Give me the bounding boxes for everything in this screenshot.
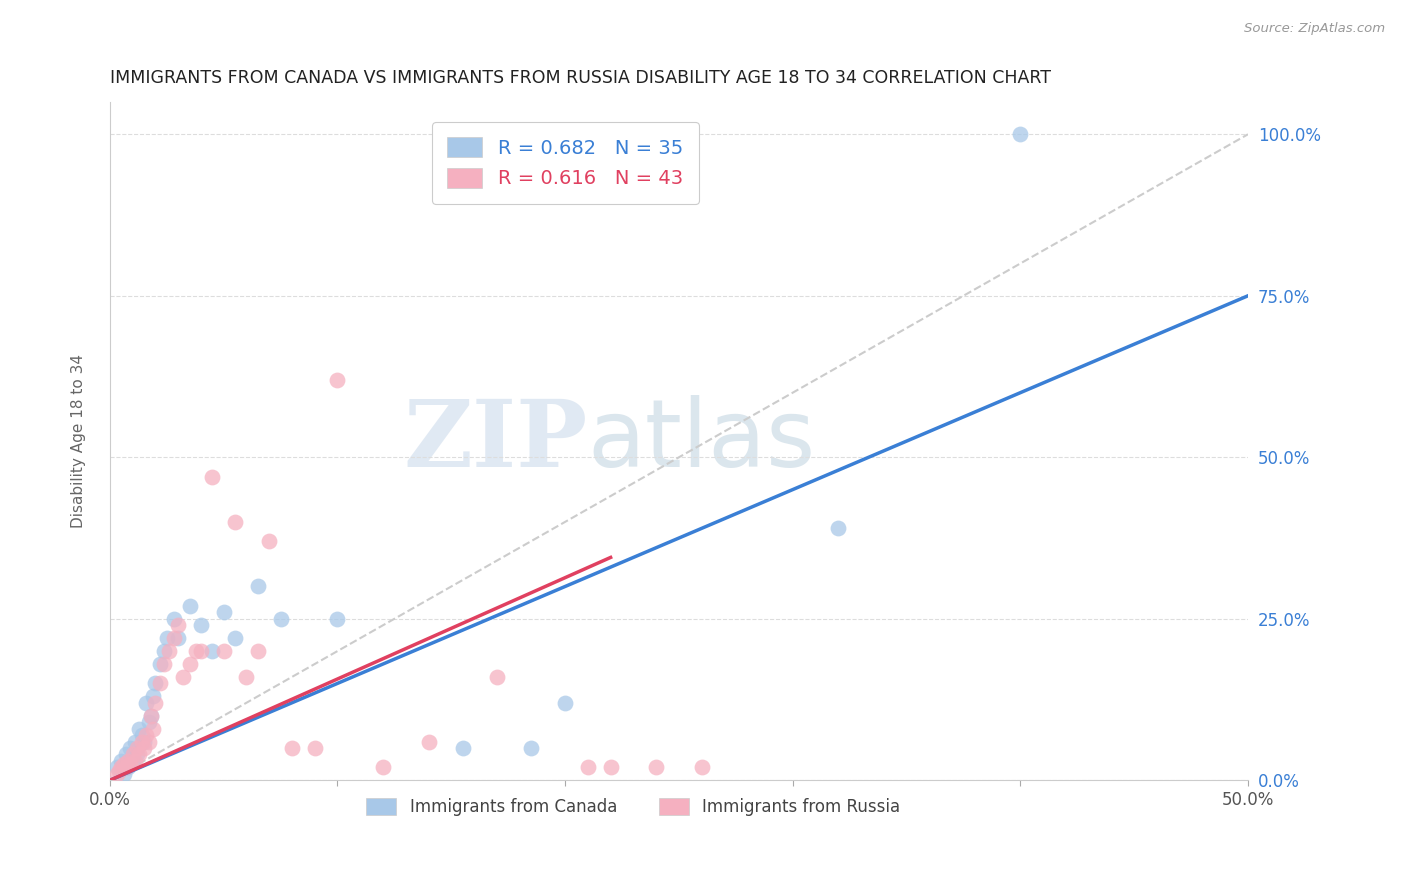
Point (304, 741, 326, 756)
Point (190, 618, 212, 632)
Point (235, 670, 257, 684)
Point (576, 760, 599, 774)
Point (371, 760, 394, 774)
Point (326, 373, 349, 387)
Point (246, 580, 269, 594)
Point (212, 605, 235, 619)
Point (179, 599, 201, 613)
Point (112, 757, 135, 772)
Point (201, 644, 224, 658)
Point (145, 676, 167, 690)
Point (520, 741, 543, 756)
Point (142, 722, 165, 736)
Point (212, 644, 235, 658)
Point (690, 760, 713, 774)
Point (117, 760, 139, 774)
Point (142, 690, 165, 704)
Point (131, 734, 153, 748)
Point (127, 747, 149, 762)
Point (827, 521, 849, 535)
Point (139, 708, 162, 723)
Point (281, 741, 304, 756)
Point (167, 618, 190, 632)
Point (138, 715, 160, 730)
Point (645, 760, 668, 774)
Point (138, 734, 160, 748)
Point (117, 754, 139, 768)
Point (224, 515, 246, 529)
Point (1010, 128, 1032, 142)
Point (105, 760, 128, 774)
Point (110, 760, 132, 774)
Point (153, 657, 176, 671)
Point (162, 631, 184, 645)
Point (153, 644, 176, 658)
Point (114, 760, 136, 774)
Point (326, 612, 349, 626)
Point (149, 676, 172, 690)
Point (131, 728, 153, 742)
Point (135, 696, 157, 710)
Point (224, 631, 246, 645)
Point (127, 741, 149, 756)
Text: atlas: atlas (588, 395, 815, 487)
Text: Source: ZipAtlas.com: Source: ZipAtlas.com (1244, 22, 1385, 36)
Point (124, 734, 146, 748)
Point (157, 644, 180, 658)
Point (120, 741, 142, 756)
Point (135, 728, 157, 742)
Point (114, 747, 136, 762)
Point (418, 734, 440, 748)
Point (599, 760, 621, 774)
Point (124, 754, 146, 768)
Point (132, 741, 155, 756)
Point (190, 644, 212, 658)
Text: ZIP: ZIP (404, 396, 588, 486)
Point (167, 631, 190, 645)
Point (172, 670, 194, 684)
Point (128, 722, 150, 736)
Point (128, 747, 150, 762)
Point (145, 696, 167, 710)
Point (554, 696, 576, 710)
Point (451, 741, 474, 756)
Point (149, 657, 172, 671)
Text: IMMIGRANTS FROM CANADA VS IMMIGRANTS FROM RUSSIA DISABILITY AGE 18 TO 34 CORRELA: IMMIGRANTS FROM CANADA VS IMMIGRANTS FRO… (110, 69, 1050, 87)
Legend: Immigrants from Canada, Immigrants from Russia: Immigrants from Canada, Immigrants from … (360, 791, 907, 822)
Point (121, 754, 143, 768)
Point (179, 657, 201, 671)
Point (485, 670, 508, 684)
Point (110, 754, 132, 768)
Point (162, 612, 184, 626)
Point (257, 534, 280, 549)
Y-axis label: Disability Age 18 to 34: Disability Age 18 to 34 (72, 354, 86, 528)
Point (108, 764, 131, 778)
Point (105, 767, 128, 781)
Point (120, 757, 142, 772)
Point (201, 469, 224, 483)
Point (246, 644, 269, 658)
Point (121, 747, 143, 762)
Point (186, 644, 208, 658)
Point (270, 612, 292, 626)
Point (112, 767, 135, 781)
Point (132, 734, 155, 748)
Point (139, 708, 162, 723)
Point (156, 631, 179, 645)
